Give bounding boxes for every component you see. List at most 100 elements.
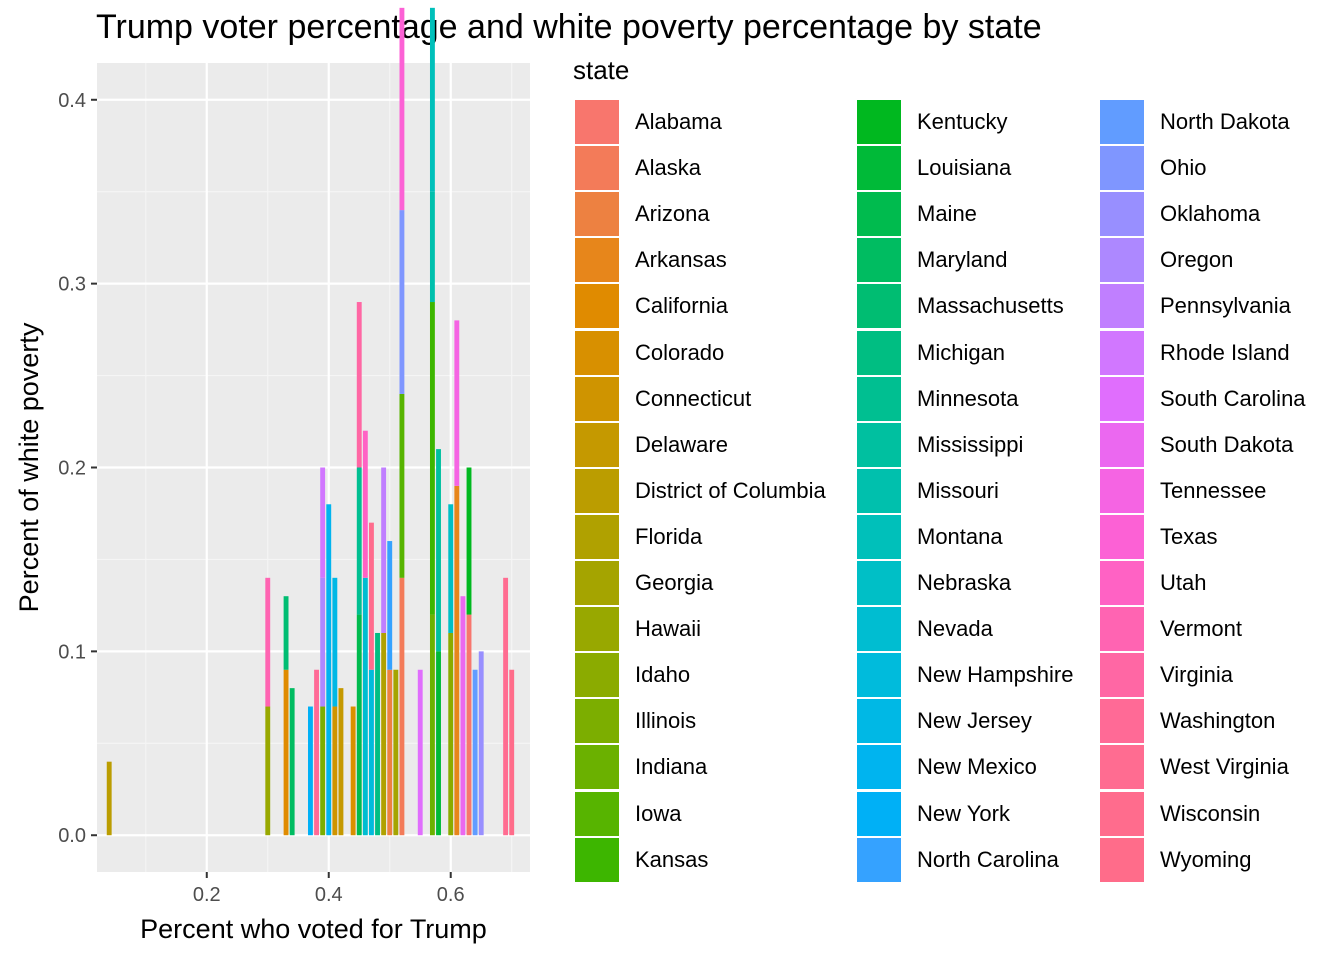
legend-label: Illinois <box>635 708 697 734</box>
grid-lines <box>97 63 530 872</box>
legend-label: Nebraska <box>917 570 1012 595</box>
legend-swatch <box>1100 376 1144 421</box>
bar-oklahoma <box>478 651 484 836</box>
legend-swatch <box>1100 607 1144 652</box>
bar-alabama <box>466 614 472 836</box>
x-tick-label: 0.6 <box>437 884 465 906</box>
bar-virginia <box>356 302 362 468</box>
legend-label: New Jersey <box>917 708 1032 734</box>
y-tick-label: 0.0 <box>58 825 86 847</box>
legend-swatch <box>857 100 901 144</box>
legend-item: Montana <box>857 514 1003 559</box>
legend-swatch <box>857 146 901 191</box>
bar-montana <box>429 7 435 192</box>
legend-item: Pennsylvania <box>1100 284 1291 329</box>
bar-ohio <box>399 210 405 394</box>
x-axis-title: Percent who voted for Trump <box>140 914 487 944</box>
legend-item: Alaska <box>575 146 701 191</box>
bar-south-dakota <box>460 596 466 836</box>
legend-label: West Virginia <box>1160 754 1289 780</box>
legend-item: Hawaii <box>575 607 701 652</box>
bar-massachusetts <box>283 596 289 670</box>
legend-item: Maryland <box>857 238 1007 283</box>
bar-michigan <box>375 632 380 836</box>
legend-item: Nebraska <box>857 561 1011 605</box>
legend-label: Rhode Island <box>1160 339 1290 365</box>
legend-label: Maine <box>917 201 977 227</box>
legend-label: Arkansas <box>635 247 727 273</box>
legend-item: South Carolina <box>1100 376 1306 421</box>
legend-label: Vermont <box>1160 616 1242 642</box>
legend-swatch <box>1100 653 1144 698</box>
legend-label: Missouri <box>917 477 999 503</box>
legend-item: Mississippi <box>857 422 1023 467</box>
legend-swatch <box>575 330 619 375</box>
bar-vermont <box>265 577 271 707</box>
legend-swatch <box>575 468 619 513</box>
legend-item: Idaho <box>575 653 691 698</box>
legend-label: Indiana <box>635 754 708 780</box>
legend-label: Wyoming <box>1160 846 1252 872</box>
legend-label: Wisconsin <box>1160 800 1261 826</box>
legend-swatch <box>1100 284 1144 329</box>
legend-item: Virginia <box>1100 653 1233 698</box>
bar-connecticut <box>332 706 338 836</box>
legend-item: Utah <box>1100 561 1206 605</box>
legend-swatch <box>575 653 619 698</box>
bar-maryland <box>289 688 295 836</box>
legend-swatch <box>1100 745 1144 790</box>
bar-rhode-island <box>320 467 326 578</box>
legend-item: Oregon <box>1100 238 1233 283</box>
legend-item: New Mexico <box>857 745 1037 790</box>
legend-label: Massachusetts <box>917 293 1064 319</box>
legend-label: Kansas <box>635 846 709 872</box>
bar-wyoming <box>509 669 515 836</box>
legend-label: Connecticut <box>635 385 752 411</box>
legend-label: Colorado <box>635 339 725 365</box>
y-axis-title: Percent of white poverty <box>14 322 44 612</box>
legend-swatch <box>1100 146 1144 191</box>
legend-swatch <box>1100 422 1144 467</box>
bar-pennsylvania <box>381 467 387 633</box>
legend-label: Idaho <box>635 662 691 688</box>
legend-swatch <box>857 376 901 421</box>
legend-swatch <box>857 468 901 513</box>
bar-louisiana <box>436 651 441 836</box>
legend-swatch <box>1100 699 1144 744</box>
bar-new-hampshire <box>368 669 374 836</box>
bar-tennessee <box>454 320 460 486</box>
legend-item: Tennessee <box>1100 468 1266 513</box>
legend-label: Arizona <box>635 201 710 227</box>
legend-item: Minnesota <box>857 376 1019 421</box>
legend-label: South Dakota <box>1160 431 1294 457</box>
legend-item: Alabama <box>575 100 722 144</box>
bar-hawaii <box>265 706 271 836</box>
legend-swatch <box>857 837 901 882</box>
legend-swatch <box>1100 561 1144 605</box>
bar-maine <box>356 614 362 836</box>
legend-item: Louisiana <box>857 146 1011 191</box>
legend-swatch <box>857 607 901 652</box>
legend-item: Ohio <box>1100 146 1206 191</box>
legend-label: Texas <box>1160 523 1218 549</box>
legend-label: New Hampshire <box>917 662 1074 688</box>
bar-kentucky <box>466 467 472 615</box>
legend-item: Washington <box>1100 699 1276 744</box>
legend-label: Pennsylvania <box>1160 293 1291 319</box>
legend-label: Washington <box>1160 708 1276 734</box>
legend-label: Florida <box>635 523 703 549</box>
legend-label: Iowa <box>635 800 682 826</box>
legend-item: New Jersey <box>857 699 1032 744</box>
legend-swatch <box>857 238 901 283</box>
legend-swatch <box>857 791 901 836</box>
bar-delaware <box>338 688 344 836</box>
bar-west-virginia <box>503 577 509 836</box>
legend-item: Missouri <box>857 468 999 513</box>
legend-swatch <box>1100 468 1144 513</box>
legend-swatch <box>857 192 901 237</box>
legend-label: Georgia <box>635 570 714 595</box>
bar-illinois <box>320 706 326 836</box>
legend-swatch <box>857 561 901 605</box>
legend-label: South Carolina <box>1160 385 1306 411</box>
bar-district-of-columbia <box>106 761 112 836</box>
